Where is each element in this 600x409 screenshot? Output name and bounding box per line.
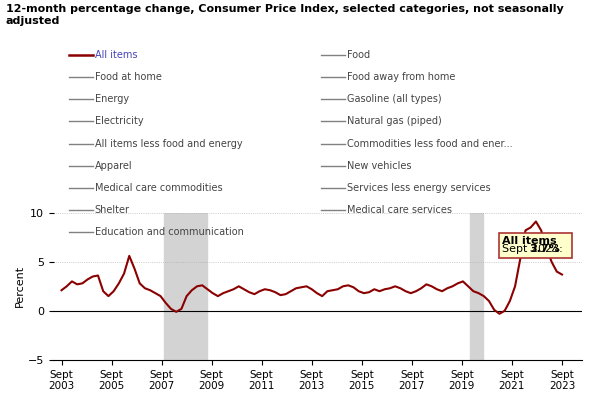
Bar xyxy=(470,213,483,360)
Text: Sept 2023:: Sept 2023: xyxy=(502,244,566,254)
Text: All items: All items xyxy=(95,50,137,60)
Text: Gasoline (all types): Gasoline (all types) xyxy=(347,94,442,104)
Text: Education and communication: Education and communication xyxy=(95,227,244,237)
Text: Apparel: Apparel xyxy=(95,161,133,171)
Text: Energy: Energy xyxy=(95,94,129,104)
Y-axis label: Percent: Percent xyxy=(15,265,25,307)
Text: Natural gas (piped): Natural gas (piped) xyxy=(347,117,442,126)
Text: All items: All items xyxy=(502,236,557,246)
Text: Commodities less food and ener...: Commodities less food and ener... xyxy=(347,139,512,148)
Text: All items less food and energy: All items less food and energy xyxy=(95,139,242,148)
Text: Services less energy services: Services less energy services xyxy=(347,183,490,193)
Text: 12-month percentage change, Consumer Price Index, selected categories, not seaso: 12-month percentage change, Consumer Pri… xyxy=(6,4,564,26)
Text: Food at home: Food at home xyxy=(95,72,161,82)
Text: New vehicles: New vehicles xyxy=(347,161,412,171)
FancyBboxPatch shape xyxy=(499,233,572,258)
Text: Food: Food xyxy=(347,50,370,60)
Text: Shelter: Shelter xyxy=(95,205,130,215)
Bar xyxy=(164,213,208,360)
Text: Food away from home: Food away from home xyxy=(347,72,455,82)
Text: 3.7%: 3.7% xyxy=(530,244,560,254)
Text: Medical care commodities: Medical care commodities xyxy=(95,183,223,193)
Text: Medical care services: Medical care services xyxy=(347,205,452,215)
Text: Electricity: Electricity xyxy=(95,117,143,126)
